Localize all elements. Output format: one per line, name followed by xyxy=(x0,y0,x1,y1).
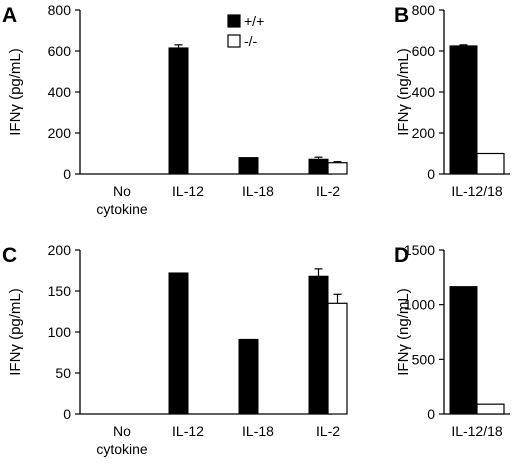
category-label: cytokine xyxy=(96,201,148,217)
bar-wildtype xyxy=(308,158,329,175)
y-tick-label: 0 xyxy=(427,406,435,422)
category-label: IL-12/18 xyxy=(451,183,503,199)
panel-a: A 0 200 400 600 800 IFNγ (pg/mL) No cytokine IL-1… xyxy=(2,2,348,217)
bar-knockout xyxy=(327,302,348,415)
y-tick-label: 100 xyxy=(48,324,72,340)
category-label: IL-18 xyxy=(242,183,274,199)
y-tick-label: 50 xyxy=(55,365,71,381)
panel-letter: D xyxy=(394,244,409,267)
bar-wildtype xyxy=(449,45,478,175)
y-tick-label: 0 xyxy=(63,166,71,182)
bar-knockout xyxy=(476,403,505,415)
y-tick-label: 600 xyxy=(412,43,436,59)
legend-label: +/+ xyxy=(244,13,264,29)
y-tick-label: 400 xyxy=(412,84,436,100)
y-tick-label: 1500 xyxy=(404,242,435,258)
category-label: IL-2 xyxy=(316,183,340,199)
y-tick-label: 0 xyxy=(427,166,435,182)
category-label: No xyxy=(113,423,131,439)
panel-d: D 0 500 1000 1500 IFNγ (ng/mL) IL-12/18 xyxy=(394,242,510,439)
category-label: IL-12/18 xyxy=(451,423,503,439)
panel-letter: A xyxy=(2,4,17,27)
category-label: IL-2 xyxy=(316,423,340,439)
bar-knockout xyxy=(327,162,348,175)
legend: +/+ -/- xyxy=(227,13,264,49)
panel-letter: C xyxy=(2,244,17,267)
panel-b: B 0 200 400 600 800 IFNγ (ng/mL) IL-12/18 xyxy=(394,2,510,199)
y-tick-label: 200 xyxy=(48,242,72,258)
y-axis-label: IFNγ (ng/mL) xyxy=(395,48,412,136)
y-tick-label: 800 xyxy=(48,2,72,18)
bar-wildtype xyxy=(308,275,329,415)
panel-c: C 0 50 100 150 200 IFNγ (pg/mL) No cytokine IL-12… xyxy=(2,242,348,457)
category-label: No xyxy=(113,183,131,199)
category-label: IL-18 xyxy=(242,423,274,439)
legend-label: -/- xyxy=(244,33,258,49)
y-tick-label: 200 xyxy=(412,125,436,141)
y-axis-label: IFNγ (ng/mL) xyxy=(395,288,412,376)
y-axis-label: IFNγ (pg/mL) xyxy=(7,288,24,376)
bar-wildtype xyxy=(449,286,478,415)
bar-wildtype xyxy=(168,272,189,415)
y-tick-label: 400 xyxy=(48,84,72,100)
y-tick-label: 600 xyxy=(48,43,72,59)
category-label: IL-12 xyxy=(172,423,204,439)
legend-swatch xyxy=(227,14,241,28)
bar-knockout xyxy=(476,152,505,175)
bar-wildtype xyxy=(238,157,259,175)
category-label: cytokine xyxy=(96,441,148,457)
bar-wildtype xyxy=(238,338,259,415)
y-tick-label: 1000 xyxy=(404,297,435,313)
y-tick-label: 800 xyxy=(412,2,436,18)
y-tick-label: 500 xyxy=(412,351,436,367)
y-axis-label: IFNγ (pg/mL) xyxy=(7,48,24,136)
panel-letter: B xyxy=(394,4,409,27)
y-tick-label: 0 xyxy=(63,406,71,422)
bar-wildtype xyxy=(168,47,189,175)
y-tick-label: 200 xyxy=(48,125,72,141)
y-tick-label: 150 xyxy=(48,283,72,299)
category-label: IL-12 xyxy=(172,183,204,199)
legend-swatch xyxy=(227,34,241,48)
